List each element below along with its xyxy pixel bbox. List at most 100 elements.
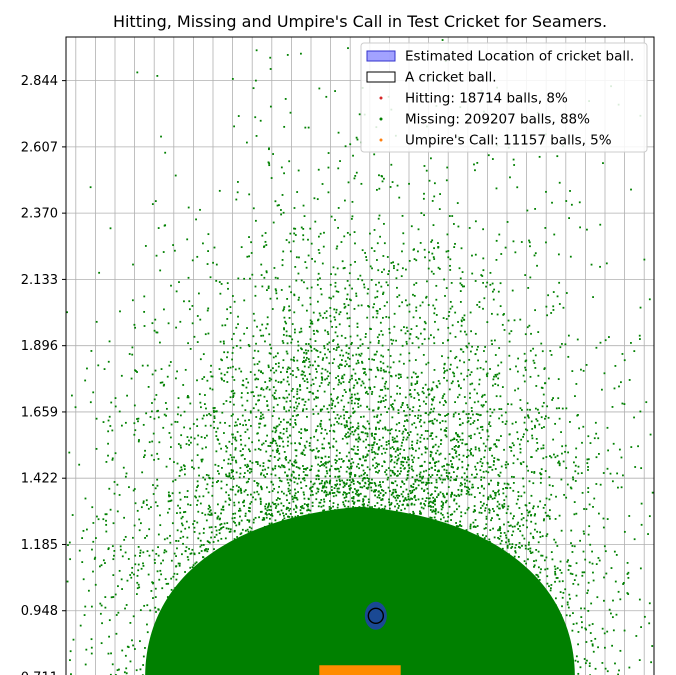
missing-point (187, 342, 189, 345)
missing-point (474, 598, 477, 601)
missing-point (207, 307, 210, 310)
missing-point (132, 644, 134, 647)
missing-point (310, 598, 313, 601)
missing-point (309, 627, 312, 630)
missing-point (329, 650, 331, 653)
missing-point (308, 631, 310, 633)
missing-point (448, 552, 451, 555)
missing-point (250, 391, 253, 394)
missing-point (354, 561, 357, 564)
missing-point (232, 365, 234, 368)
missing-point (252, 521, 255, 524)
missing-point (381, 508, 384, 510)
missing-point (262, 568, 265, 571)
missing-point (238, 622, 241, 625)
missing-point (322, 485, 324, 488)
missing-point (226, 318, 229, 320)
missing-point (495, 638, 498, 641)
missing-point (328, 296, 331, 299)
missing-point (327, 411, 330, 414)
missing-point (295, 504, 297, 507)
missing-point (574, 464, 577, 467)
missing-point (412, 316, 415, 319)
missing-point (460, 670, 463, 673)
missing-point (341, 612, 343, 615)
missing-point (317, 272, 320, 275)
missing-point (216, 517, 219, 520)
missing-point (277, 503, 280, 506)
missing-point (548, 515, 551, 518)
missing-point (135, 370, 137, 372)
missing-point (373, 386, 376, 388)
missing-point (444, 457, 447, 460)
missing-point (477, 597, 480, 599)
missing-point (402, 461, 405, 463)
missing-point (244, 616, 247, 619)
missing-point (340, 423, 343, 426)
missing-point (468, 611, 471, 614)
missing-point (208, 541, 211, 544)
missing-point (188, 439, 190, 442)
missing-point (339, 524, 342, 526)
missing-point (348, 317, 351, 319)
missing-point (388, 331, 391, 334)
missing-point (393, 550, 395, 553)
missing-point (372, 540, 375, 543)
missing-point (104, 606, 107, 609)
missing-point (361, 548, 364, 551)
missing-point (548, 517, 551, 520)
missing-point (193, 618, 196, 620)
missing-point (411, 444, 413, 447)
missing-point (378, 174, 380, 177)
missing-point (435, 588, 438, 591)
missing-point (380, 581, 383, 584)
missing-point (310, 582, 313, 585)
missing-point (396, 618, 399, 620)
missing-point (170, 588, 173, 591)
missing-point (523, 655, 526, 658)
missing-point (426, 627, 429, 630)
missing-point (293, 556, 295, 559)
missing-point (473, 663, 476, 666)
missing-point (227, 462, 230, 465)
missing-point (264, 609, 267, 612)
missing-point (354, 474, 356, 476)
missing-point (414, 480, 417, 483)
missing-point (255, 461, 258, 463)
missing-point (81, 537, 84, 540)
missing-point (224, 421, 226, 424)
missing-point (284, 655, 287, 658)
missing-point (342, 560, 345, 563)
missing-point (376, 583, 379, 586)
missing-point (565, 292, 568, 294)
missing-point (296, 367, 299, 369)
missing-point (198, 474, 200, 477)
missing-point (422, 470, 425, 473)
missing-point (322, 646, 324, 649)
missing-point (302, 477, 304, 480)
missing-point (453, 628, 456, 631)
missing-point (197, 629, 200, 632)
missing-point (406, 667, 409, 670)
missing-point (202, 242, 204, 245)
missing-point (380, 645, 383, 648)
missing-point (492, 664, 495, 666)
missing-point (438, 663, 441, 665)
missing-point (195, 578, 198, 581)
missing-point (558, 281, 561, 284)
missing-point (351, 426, 354, 428)
missing-point (395, 559, 398, 562)
missing-point (306, 607, 309, 610)
missing-point (289, 400, 292, 402)
missing-point (460, 525, 463, 527)
missing-point (577, 660, 579, 663)
missing-point (377, 553, 380, 555)
missing-point (391, 616, 394, 619)
missing-point (390, 395, 392, 398)
missing-point (288, 335, 291, 337)
missing-point (338, 313, 341, 316)
missing-point (520, 241, 523, 243)
missing-point (558, 417, 561, 420)
missing-point (279, 579, 282, 582)
missing-point (327, 579, 330, 581)
